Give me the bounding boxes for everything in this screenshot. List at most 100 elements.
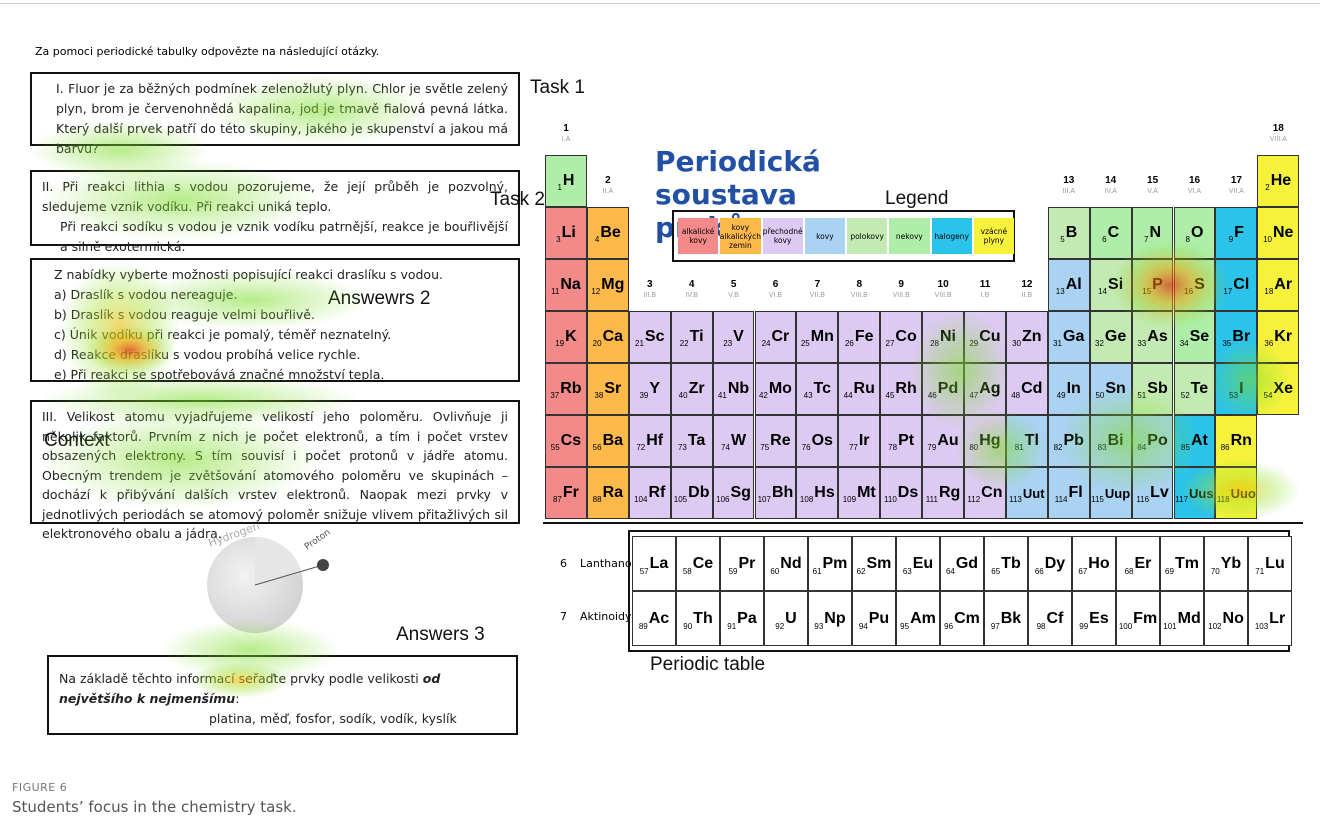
group-number: 7 <box>814 279 821 290</box>
element-symbol: Xe <box>1273 380 1293 397</box>
atomic-number: 87 <box>552 495 562 504</box>
element-symbol: I <box>1239 380 1244 397</box>
atomic-number: 45 <box>885 391 895 400</box>
group-number: 11 <box>979 279 991 290</box>
element-cell: 76 Os <box>796 415 839 467</box>
element-symbol: Ir <box>858 432 870 449</box>
element-symbol: C <box>1107 224 1120 241</box>
element-cell: 79 Au <box>922 415 964 467</box>
element-cell: 45 Rh <box>880 363 923 415</box>
element-symbol: Bh <box>771 484 794 501</box>
element-cell: 29 Cu <box>964 311 1006 363</box>
element-symbol: Si <box>1108 276 1124 293</box>
element-cell: 93 Np <box>808 591 852 646</box>
element-symbol: He <box>1270 172 1292 189</box>
element-cell: 39 Y <box>628 363 671 415</box>
element-symbol: Co <box>895 328 917 345</box>
atomic-number: 110 <box>884 495 897 504</box>
group-number: 4 <box>688 279 695 290</box>
legend-swatch: nekovy <box>889 218 930 254</box>
element-cell: 41 Nb <box>712 363 755 415</box>
group-label: VII.A <box>1228 188 1244 195</box>
aoi-label: Legend <box>885 188 949 209</box>
option: a) Draslík s vodou nereaguje. <box>54 287 238 302</box>
atomic-number: 47 <box>969 391 979 400</box>
atomic-number: 86 <box>1220 443 1230 452</box>
task2-box: II. Při reakci lithia s vodou pozorujeme… <box>30 170 520 254</box>
element-cell: 50 Sn <box>1089 363 1132 415</box>
group-label: VIII.B <box>892 292 910 299</box>
group-label: IV.A <box>1104 188 1117 195</box>
atomic-number: 12 <box>591 287 601 296</box>
element-symbol: La <box>649 554 669 572</box>
element-symbol: Pu <box>868 609 890 627</box>
group-label: V.A <box>1147 188 1158 195</box>
group-label: IV.B <box>685 292 698 299</box>
element-cell: 55 Cs <box>545 415 587 467</box>
atomic-number: 74 <box>721 443 730 452</box>
element-symbol: Sm <box>866 554 892 572</box>
legend-swatch: přechodné kovy <box>762 218 803 254</box>
element-cell: 15 P <box>1131 259 1174 311</box>
element-cell: 53 I <box>1215 363 1258 415</box>
atomic-number: 71 <box>1255 567 1265 576</box>
element-symbol: Po <box>1147 432 1168 449</box>
atomic-number: 88 <box>592 495 602 504</box>
atomic-number: 32 <box>1095 339 1104 348</box>
element-cell: 56 Ba <box>586 415 629 467</box>
group-label: VII.B <box>809 292 825 299</box>
atomic-number: 17 <box>1223 287 1233 296</box>
group-number: 12 <box>1021 279 1033 290</box>
group-number: 6 <box>772 279 779 290</box>
atomic-number: 35 <box>1222 339 1232 348</box>
element-symbol: Ru <box>853 380 875 397</box>
option: b) Draslík s vodou reaguje velmi bouřliv… <box>54 307 315 322</box>
element-symbol: S <box>1194 276 1205 293</box>
atomic-number: 31 <box>1053 339 1063 348</box>
element-symbol: Lr <box>1269 609 1286 627</box>
element-cell: 42 Mo <box>754 363 797 415</box>
element-symbol: Fl <box>1068 484 1083 501</box>
element-symbol: Lv <box>1150 484 1169 501</box>
element-symbol: Tc <box>813 380 832 397</box>
element-symbol: Bk <box>1000 609 1022 627</box>
atomic-number: 11 <box>551 287 560 296</box>
element-cell: 25 Mn <box>796 311 839 363</box>
element-cell: 16 S <box>1173 259 1216 311</box>
element-cell: 68 Er <box>1116 536 1160 591</box>
element-cell: 105 Db <box>670 467 713 519</box>
proton <box>317 559 329 571</box>
element-cell: 37 Rb <box>545 363 587 415</box>
element-symbol: Y <box>649 380 661 397</box>
atomic-number: 96 <box>944 622 954 631</box>
element-symbol: Ag <box>979 380 1001 397</box>
element-cell: 88 Ra <box>586 467 629 519</box>
element-symbol: Tl <box>1024 432 1039 449</box>
atomic-number: 99 <box>1079 622 1089 631</box>
element-symbol: In <box>1066 380 1081 397</box>
group-label: VI.B <box>768 292 783 299</box>
element-cell: 112 Cn <box>964 467 1006 519</box>
element-symbol: Hg <box>979 432 1001 449</box>
atomic-number: 102 <box>1208 622 1222 631</box>
element-symbol: Uus <box>1189 485 1214 501</box>
element-cell: 96 Cm <box>940 591 984 646</box>
element-symbol: Yb <box>1220 554 1242 572</box>
atomic-number: 20 <box>592 339 602 348</box>
atomic-number: 29 <box>969 339 979 348</box>
element-symbol: Nb <box>727 380 750 397</box>
atomic-number: 49 <box>1056 391 1066 400</box>
element-symbol: Os <box>811 432 833 449</box>
group-number: 9 <box>898 279 904 290</box>
atomic-number: 22 <box>679 339 689 348</box>
answers3-colon: : <box>235 691 240 706</box>
element-cell: 94 Pu <box>852 591 896 646</box>
element-cell: 44 Ru <box>838 363 881 415</box>
atomic-number: 33 <box>1137 339 1147 348</box>
element-symbol: Rh <box>895 380 917 397</box>
atomic-number: 62 <box>856 567 866 576</box>
task2-text: Při reakci sodíku s vodou je vznik vodík… <box>60 219 508 254</box>
group-label: VIII.B <box>850 292 868 299</box>
atomic-number: 106 <box>716 495 730 504</box>
